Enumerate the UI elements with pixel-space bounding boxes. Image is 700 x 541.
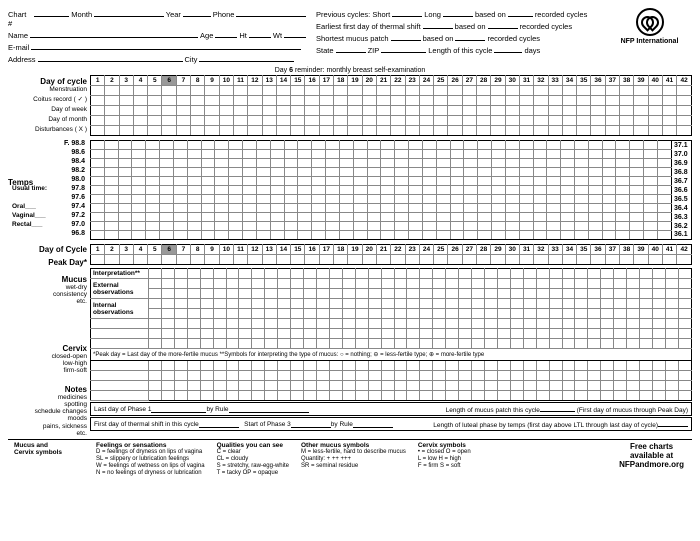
brand: NFP International — [607, 38, 692, 45]
reminder: Day 6 reminder: monthly breast self-exam… — [8, 67, 692, 74]
l-chart: Chart # — [8, 10, 32, 28]
nfp-logo — [636, 8, 664, 36]
